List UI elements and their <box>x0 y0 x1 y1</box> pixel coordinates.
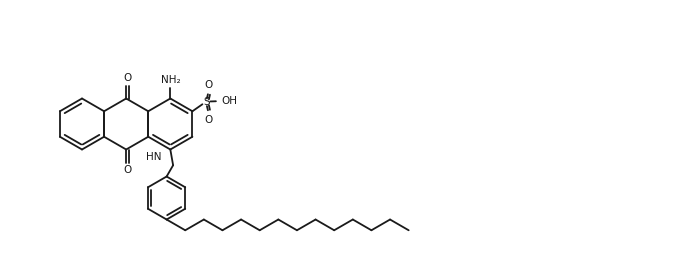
Text: O: O <box>123 165 132 175</box>
Text: O: O <box>123 73 132 83</box>
Text: O: O <box>204 115 213 124</box>
Text: O: O <box>204 80 213 90</box>
Text: OH: OH <box>222 96 237 106</box>
Text: S: S <box>203 97 210 107</box>
Text: HN: HN <box>146 152 162 162</box>
Text: NH₂: NH₂ <box>160 75 180 85</box>
